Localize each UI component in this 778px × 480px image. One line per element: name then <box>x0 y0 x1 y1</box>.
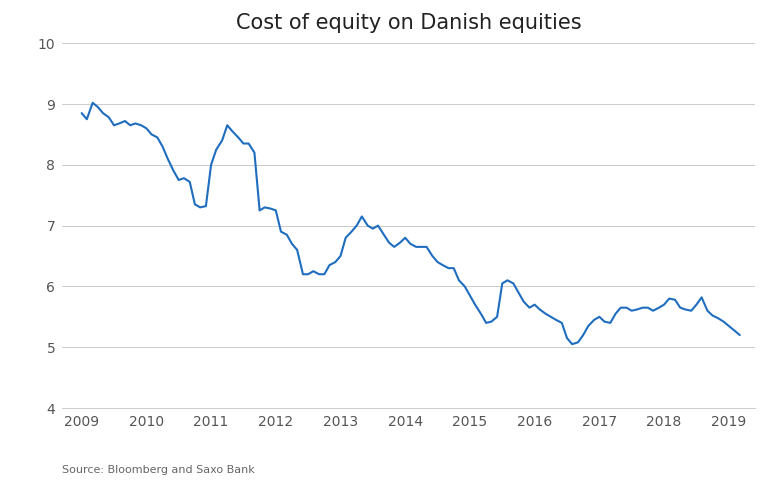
Title: Cost of equity on Danish equities: Cost of equity on Danish equities <box>236 13 581 33</box>
Text: Source: Bloomberg and Saxo Bank: Source: Bloomberg and Saxo Bank <box>62 465 255 475</box>
